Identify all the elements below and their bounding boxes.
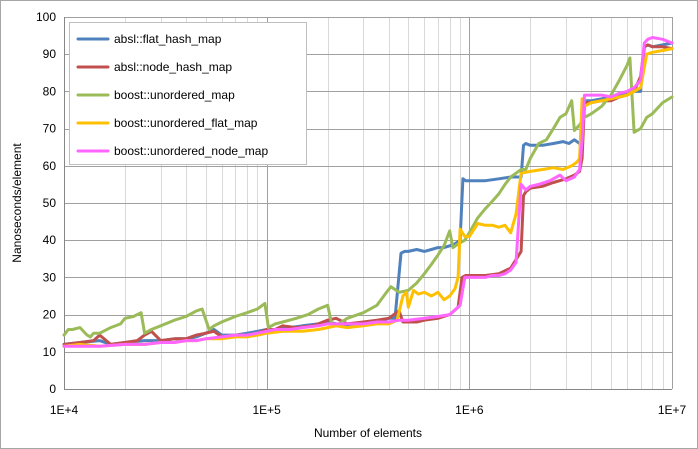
series-line-3 [62, 56, 674, 339]
y-axis-title: Nanoseconds/element [10, 143, 24, 263]
legend-label: boost::unordered_map [114, 88, 235, 102]
legend: absl::flat_hash_mapabsl::node_hash_mapbo… [69, 22, 307, 165]
legend-label: absl::flat_hash_map [114, 32, 222, 46]
x-tick-label: 1E+4 [50, 403, 79, 417]
y-tick-label: 30 [43, 270, 57, 284]
y-tick-label: 100 [36, 10, 56, 24]
y-tick-label: 20 [43, 308, 57, 322]
y-tick-label: 0 [49, 382, 56, 396]
y-tick-label: 90 [43, 47, 57, 61]
y-tick-label: 80 [43, 84, 57, 98]
x-tick-label: 1E+6 [455, 403, 484, 417]
legend-box [69, 22, 307, 165]
tick-labels: 0 10 20 30 40 50 60 70 80 90 100 1E+4 1E+5 1E+6 1E+7 [36, 10, 687, 417]
legend-label: boost::unordered_flat_map [114, 116, 258, 130]
x-tick-label: 1E+7 [658, 403, 687, 417]
series-lines [62, 36, 674, 348]
y-tick-label: 10 [43, 345, 57, 359]
y-tick-label: 70 [43, 122, 57, 136]
y-tick-label: 40 [43, 233, 57, 247]
x-axis-title: Number of elements [314, 426, 422, 440]
legend-label: absl::node_hash_map [114, 60, 232, 74]
series-line-5 [62, 36, 674, 348]
axes [64, 17, 672, 390]
y-tick-label: 50 [43, 196, 57, 210]
y-tick-label: 60 [43, 159, 57, 173]
legend-label: boost::unordered_node_map [114, 144, 268, 158]
x-tick-label: 1E+5 [252, 403, 281, 417]
